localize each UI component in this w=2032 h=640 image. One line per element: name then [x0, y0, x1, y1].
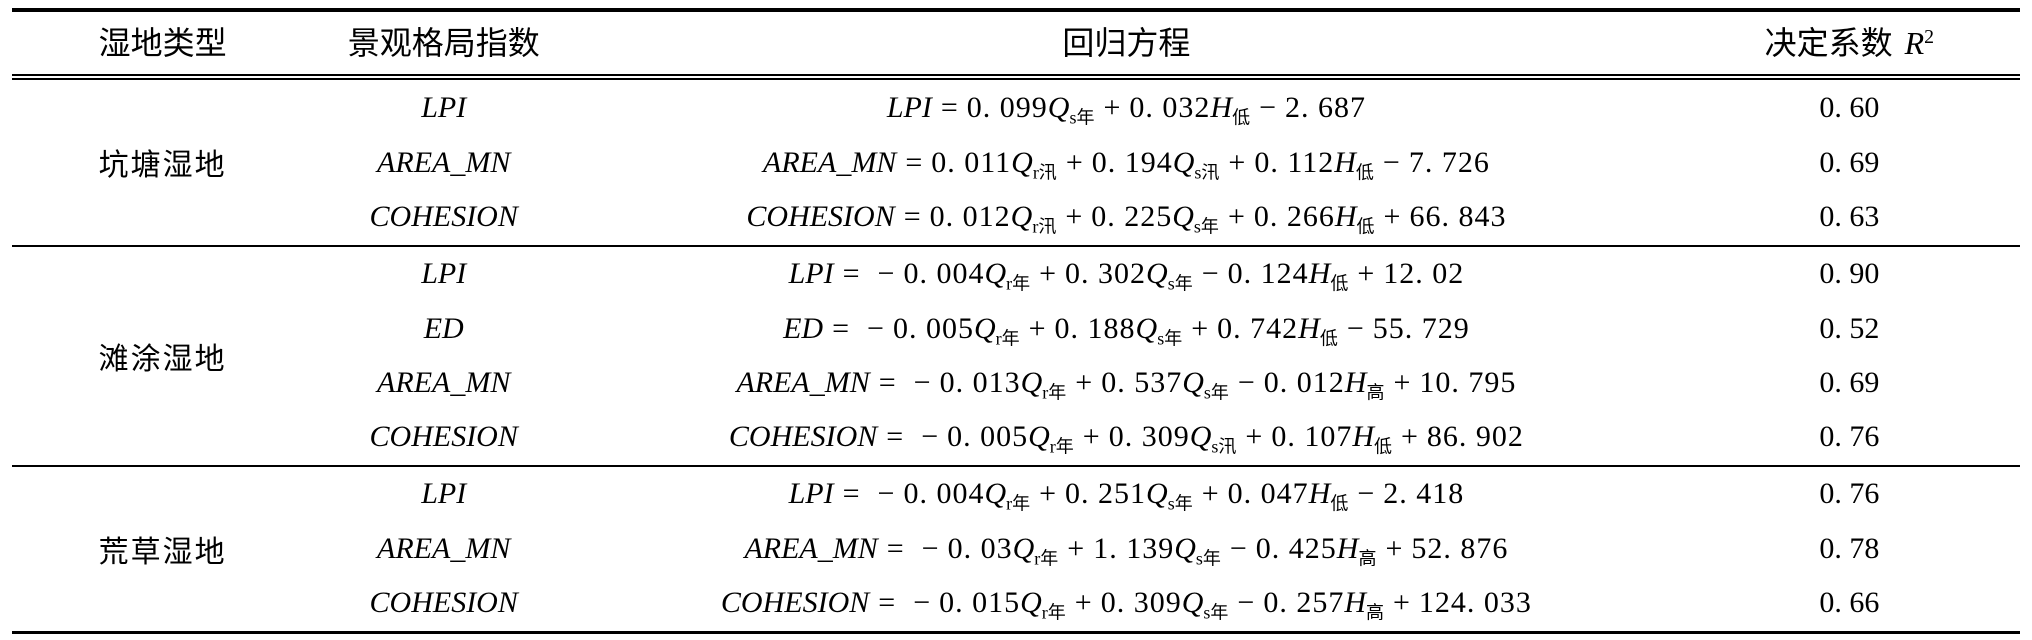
header-landscape-index: 景观格局指数	[313, 10, 575, 80]
landscape-index-cell: LPI	[421, 477, 467, 511]
header-wetland-type: 湿地类型	[12, 10, 314, 80]
landscape-index-cell: COHESION	[313, 575, 575, 634]
wetland-type-cell: 荒草湿地	[12, 465, 314, 634]
r-squared-cell: 0. 76	[1678, 410, 2020, 467]
table-body: 坑塘湿地 LPI LPI = 0. 099Qs年 +0. 032H低 −2. 687 0. 6…	[12, 77, 2020, 634]
landscape-index-cell: AREA_MN	[377, 145, 511, 179]
r-squared-cell: 0. 69	[1819, 365, 1880, 399]
regression-equation-cell: AREA_MN = 0. 011Qr汛 +0. 194Qs汛 +0. 112H低 −7. …	[763, 145, 1490, 183]
regression-equation-cell: AREA_MN = −0. 013Qr年 +0. 537Qs年 −0. 012H高 +10…	[736, 365, 1517, 403]
r-squared-cell: 0. 69	[1819, 145, 1880, 179]
landscape-index-cell: AREA_MN	[377, 365, 511, 399]
r-squared-cell: 0. 63	[1678, 189, 2020, 247]
table-row: ED ED = −0. 005Qr年 +0. 188Qs年 +0. 742H低 −55. 7…	[12, 301, 2020, 355]
table-row: COHESION COHESION = −0. 015Qr年 +0. 309Qs年 −0.…	[12, 575, 2020, 634]
regression-equation-cell: COHESION = 0. 012Qr汛 +0. 225Qs年 +0. 266H低 +66…	[574, 189, 1679, 247]
regression-equation-cell: COHESION = −0. 015Qr年 +0. 309Qs年 −0. 257H高 +1…	[574, 575, 1679, 634]
r-squared-cell: 0. 66	[1678, 575, 2020, 634]
table-row: AREA_MN AREA_MN = −0. 013Qr年 +0. 537Qs年 −0. 0…	[12, 356, 2020, 410]
table-row: COHESION COHESION = 0. 012Qr汛 +0. 225Qs年 +0. …	[12, 189, 2020, 247]
r2-symbol: R	[1904, 25, 1925, 61]
table-row: 滩涂湿地 LPI LPI = −0. 004Qr年 +0. 302Qs年 −0. 124H低…	[12, 245, 2020, 467]
table-row: COHESION COHESION = −0. 005Qr年 +0. 309Qs汛 +0.…	[12, 410, 2020, 467]
landscape-index-cell: LPI	[421, 90, 467, 124]
regression-equation-cell: COHESION = −0. 005Qr年 +0. 309Qs汛 +0. 107H低 +8…	[574, 410, 1679, 467]
table-row: 坑塘湿地 LPI LPI = 0. 099Qs年 +0. 032H低 −2. 687 0. 6…	[12, 77, 2020, 247]
landscape-index-cell: COHESION	[313, 189, 575, 247]
r2-exponent: 2	[1924, 26, 1935, 49]
landscape-index-cell: AREA_MN	[377, 531, 511, 565]
header-r-squared: 决定系数 R2	[1678, 10, 2020, 80]
wetland-type-cell: 滩涂湿地	[12, 245, 314, 467]
regression-equation-cell: ED = −0. 005Qr年 +0. 188Qs年 +0. 742H低 −55. 729	[783, 311, 1470, 348]
table-row: AREA_MN AREA_MN = 0. 011Qr汛 +0. 194Qs汛 +0. 11…	[12, 136, 2020, 190]
regression-table: 湿地类型 景观格局指数 回归方程 决定系数 R2 坑塘湿地 LPI LPI = 0. 09…	[12, 8, 2020, 634]
regression-equation-cell: LPI = −0. 004Qr年 +0. 251Qs年 +0. 047H低 −2. 418	[788, 477, 1465, 514]
table-row: 荒草湿地 LPI LPI = −0. 004Qr年 +0. 251Qs年 +0. 047H低…	[12, 465, 2020, 634]
r-squared-cell: 0. 52	[1819, 311, 1880, 345]
header-regression-equation: 回归方程	[574, 10, 1679, 80]
regression-equation-cell: AREA_MN = −0. 03Qr年 +1. 139Qs年 −0. 425H高 +52.…	[744, 531, 1509, 569]
table-row: AREA_MN AREA_MN = −0. 03Qr年 +1. 139Qs年 −0. 42…	[12, 522, 2020, 576]
r-squared-cell: 0. 90	[1819, 257, 1880, 291]
regression-equation-cell: LPI = −0. 004Qr年 +0. 302Qs年 −0. 124H低 +12. 02	[788, 257, 1465, 294]
landscape-index-cell: ED	[423, 311, 464, 345]
landscape-index-cell: LPI	[421, 257, 467, 291]
r-squared-cell: 0. 60	[1819, 90, 1880, 124]
header-row: 湿地类型 景观格局指数 回归方程 决定系数 R2	[12, 10, 2020, 80]
r-squared-cell: 0. 78	[1819, 531, 1880, 565]
wetland-type-cell: 坑塘湿地	[12, 77, 314, 247]
r2-prefix-label: 决定系数	[1764, 25, 1893, 61]
r-squared-cell: 0. 76	[1819, 477, 1880, 511]
landscape-index-cell: COHESION	[313, 410, 575, 467]
regression-equation-cell: LPI = 0. 099Qs年 +0. 032H低 −2. 687	[886, 90, 1366, 128]
